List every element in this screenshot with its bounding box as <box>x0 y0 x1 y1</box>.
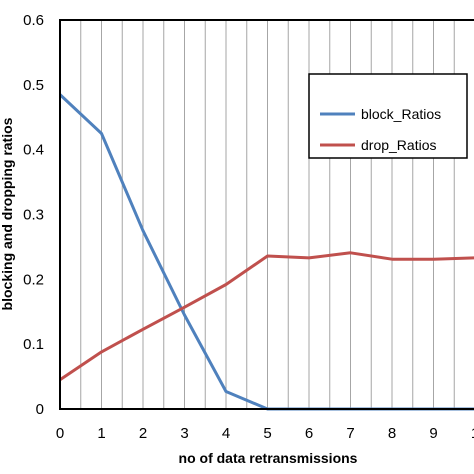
y-tick-label: 0.4 <box>23 142 44 159</box>
y-tick-label: 0 <box>36 401 44 418</box>
x-tick-labels: 0 1 2 3 4 5 6 7 8 9 1 <box>56 425 474 442</box>
x-tick-label: 3 <box>180 425 188 442</box>
x-tick-label: 1 <box>471 425 474 442</box>
y-axis-title: blocking and dropping ratios <box>0 117 15 310</box>
y-tick-label: 0.6 <box>23 12 44 29</box>
series-line-drop-ratios <box>59 251 474 382</box>
x-tick-label: 0 <box>56 425 64 442</box>
y-tick-label: 0.2 <box>23 271 44 288</box>
x-axis-title: no of data retransmissions <box>179 450 358 466</box>
y-tick-label: 0.1 <box>23 336 44 353</box>
legend: block_Ratios drop_Ratios <box>308 73 468 159</box>
x-tick-label: 2 <box>139 425 147 442</box>
x-tick-label: 4 <box>222 425 230 442</box>
x-tick-label: 1 <box>97 425 105 442</box>
x-tick-label: 5 <box>263 425 271 442</box>
legend-label-drop-ratios: drop_Ratios <box>361 137 437 153</box>
x-tick-label: 7 <box>346 425 354 442</box>
gridlines <box>80 20 455 409</box>
y-tick-label: 0.3 <box>23 207 44 224</box>
plot-border <box>59 19 474 410</box>
x-tick-label: 9 <box>429 425 437 442</box>
x-tick-label: 6 <box>305 425 313 442</box>
y-tick-label: 0.5 <box>23 77 44 94</box>
x-tick-label: 8 <box>388 425 396 442</box>
y-tick-labels: 0 0.1 0.2 0.3 0.4 0.5 0.6 <box>23 12 44 418</box>
legend-label-block-ratios: block_Ratios <box>361 106 441 122</box>
